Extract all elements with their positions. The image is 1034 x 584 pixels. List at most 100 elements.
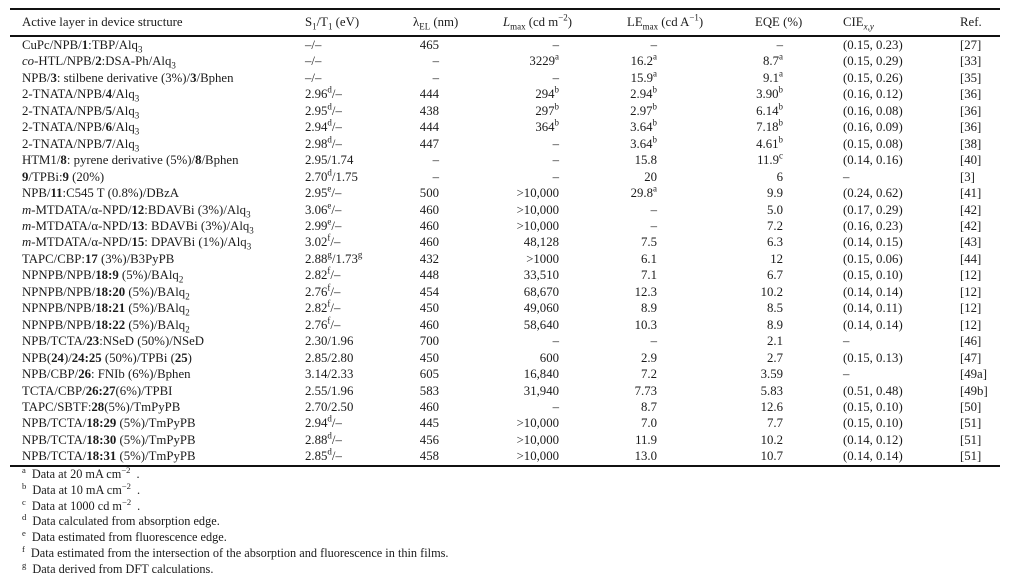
cell-eqe: 2.7 xyxy=(767,350,783,365)
cell-active-layer: NPB/3: stilbene derivative (3%)/3/Bphen xyxy=(22,70,234,85)
cell-l-max: – xyxy=(552,153,559,168)
cell-cie: (0.16, 0.12) xyxy=(843,87,903,102)
cell-eqe: 6.7 xyxy=(767,268,783,283)
table-row: TAPC/SBTF:28(5%)/TmPyPB 2.70/2.50 460 – 8.7 1… xyxy=(10,399,1000,415)
table-body: CuPc/NPB/1:TBP/Alq3 –/– 465– – – (0.15, 0.23)… xyxy=(10,36,1000,466)
cell-cie: (0.14, 0.16) xyxy=(843,153,903,168)
cell-le-max: 12.3 xyxy=(634,284,657,299)
cell-cie: (0.14, 0.11) xyxy=(843,301,903,316)
cell-lambda-el: 605 xyxy=(419,367,439,382)
cell-cie: (0.14, 0.14) xyxy=(843,284,903,299)
cell-le-max: 7.0 xyxy=(641,416,657,431)
footnote-marker: c xyxy=(22,496,26,507)
cell-l-max: 33,510 xyxy=(523,268,559,283)
footnote-e: e Data estimated from fluorescence edge. xyxy=(22,528,1012,546)
cell-eqe: 2.1 xyxy=(767,334,783,349)
cell-ref: [12] xyxy=(960,284,982,299)
cell-l-max: 297b xyxy=(535,101,559,118)
cell-le-max: 2.97b xyxy=(630,101,657,118)
cell-active-layer: 9/TPBi:9 (20%) xyxy=(22,169,105,184)
table-row: 9/TPBi:9 (20%) 2.70d/1.75 – – 20 6 – [3] xyxy=(10,168,1000,185)
table-row: 2-TNATA/NPB/5/Alq3 2.95d/– 438 297b 2.97b 6.1… xyxy=(10,101,1000,121)
cell-s1-t1: 2.95d/– xyxy=(305,101,342,118)
cell-lambda-el: 444 xyxy=(419,87,439,102)
cell-active-layer: 2-TNATA/NPB/5/Alq3 xyxy=(22,103,140,121)
footnote-text: Data estimated from the intersection of … xyxy=(30,545,449,560)
cell-eqe: 8.7a xyxy=(763,52,783,69)
cell-le-max: 3.64b xyxy=(630,118,657,135)
cell-l-max: 31,940 xyxy=(523,383,559,398)
cell-l-max: – xyxy=(552,38,559,52)
cell-l-max: 16,840 xyxy=(523,367,559,382)
cell-active-layer: HTM1/8: pyrene derivative (5%)/8/Bphen xyxy=(22,153,239,168)
cell-ref: [50] xyxy=(960,399,982,414)
cell-lambda-el: 450 xyxy=(419,350,439,365)
cell-cie: (0.16, 0.23) xyxy=(843,218,903,233)
footnote-d: d Data calculated from absorption edge. xyxy=(22,512,1012,530)
cell-le-max: 29.8a xyxy=(630,183,657,201)
cell-s1-t1: 2.30/1.96 xyxy=(305,334,354,349)
cell-lambda-el: 460 xyxy=(419,399,439,414)
table-row: NPB(24)/24:25 (50%)/TPBi (25) 2.85/2.80 45… xyxy=(10,350,1000,366)
footnote-marker: a xyxy=(22,464,26,475)
footnote-a: a Data at 20 mA cm−2. xyxy=(22,464,1012,483)
cell-active-layer: NPB/CBP/26: FNIb (6%)/Bphen xyxy=(22,367,191,382)
cell-s1-t1: 2.82f/– xyxy=(305,266,341,283)
cell-s1-t1: 2.85d/– xyxy=(305,447,342,464)
column-header-s1-t1: S1/T1 (eV) xyxy=(305,15,360,32)
cell-le-max: 7.73 xyxy=(634,383,657,398)
footnote-marker: d xyxy=(22,512,27,523)
cell-lambda-el: 450 xyxy=(419,301,439,316)
cell-eqe: 8.5 xyxy=(767,301,783,316)
column-header-ref: Ref. xyxy=(960,15,982,29)
cell-active-layer: NPNPB/NPB/18:9 (5%)/BAlq2 xyxy=(22,268,184,285)
cell-le-max: – xyxy=(650,38,657,52)
table-row: NPB/TCTA/18:29 (5%)/TmPyPB 2.94d/– 445 >10,… xyxy=(10,415,1000,431)
cell-ref: [51] xyxy=(960,449,982,464)
table-row: TAPC/CBP:17 (3%)/B3PyPB 2.88g/1.73g 432 >10… xyxy=(10,250,1000,267)
cell-cie: (0.15, 0.10) xyxy=(843,399,903,414)
cell-active-layer: TCTA/CBP/26:27(6%)/TPBI xyxy=(22,383,173,398)
cell-le-max: 2.9 xyxy=(641,350,657,365)
cell-ref: [43] xyxy=(960,235,982,250)
cell-eqe: 11.9c xyxy=(757,150,783,168)
cell-ref: [41] xyxy=(960,186,982,201)
column-header-active-layer: Active layer in device structure xyxy=(22,15,183,29)
footnote-marker: e xyxy=(22,528,26,539)
cell-l-max: >10,000 xyxy=(516,218,559,233)
footnote-text: Data derived from DFT calculations. xyxy=(32,561,214,576)
cell-lambda-el: 458 xyxy=(419,449,439,464)
cell-eqe: 10.7 xyxy=(760,449,783,464)
cell-lambda-el: – xyxy=(432,153,439,168)
cell-s1-t1: –/– xyxy=(305,38,322,52)
cell-cie: (0.15, 0.08) xyxy=(843,136,903,151)
cell-s1-t1: 2.95/1.74 xyxy=(305,153,354,168)
table-row: NPB/CBP/26: FNIb (6%)/Bphen 3.14/2.33 605 1… xyxy=(10,366,1000,382)
cell-l-max: 68,670 xyxy=(523,284,559,299)
cell-cie: (0.15, 0.10) xyxy=(843,268,903,283)
column-header-lambda-el: λEL (nm) xyxy=(413,15,459,32)
cell-l-max: – xyxy=(552,136,559,151)
cell-active-layer: 2-TNATA/NPB/4/Alq3 xyxy=(22,87,140,104)
cell-l-max: – xyxy=(552,399,559,414)
table-row: CuPc/NPB/1:TBP/Alq3 –/– 465 – – – (0.15, 0.23)… xyxy=(10,36,1000,55)
cell-lambda-el: 460 xyxy=(419,202,439,217)
cell-le-max: 15.9a xyxy=(630,68,657,85)
cell-active-layer: m-MTDATA/α-NPD/12:BDAVBi (3%)/Alq3 xyxy=(22,202,251,220)
cell-eqe: 8.9 xyxy=(767,317,783,332)
cell-eqe: 5.0 xyxy=(767,202,783,217)
cell-l-max: – xyxy=(552,334,559,349)
cell-s1-t1: 2.70/2.50 xyxy=(305,399,354,414)
cell-active-layer: NPB/TCTA/18:30 (5%)/TmPyPB xyxy=(22,432,196,447)
cell-cie: (0.17, 0.29) xyxy=(843,202,903,217)
cell-s1-t1: 2.99e/– xyxy=(305,216,342,233)
cell-ref: [36] xyxy=(960,87,982,102)
cell-ref: [46] xyxy=(960,334,982,349)
cell-le-max: 2.94b xyxy=(630,85,657,102)
cell-active-layer: CuPc/NPB/1:TBP/Alq3 xyxy=(22,38,143,55)
cell-lambda-el: 438 xyxy=(419,103,439,118)
table-row: NPB/11:C545 T (0.8%)/DBzA 2.95e/– 500 >10,0… xyxy=(10,183,1000,201)
cell-s1-t1: 2.88d/– xyxy=(305,430,342,447)
cell-ref: [40] xyxy=(960,153,982,168)
